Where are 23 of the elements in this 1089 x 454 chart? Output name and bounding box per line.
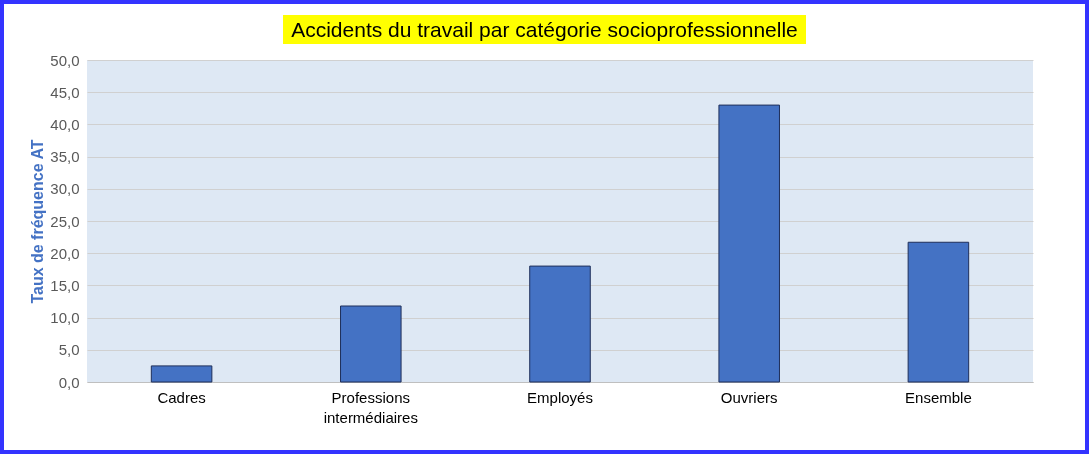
- y-tick-label: 35,0: [50, 148, 80, 166]
- chart-title: Accidents du travail par catégorie socioprofessionnelle: [283, 15, 806, 44]
- y-tick-label: 30,0: [50, 180, 80, 198]
- x-tick-label: Ouvriers: [720, 388, 778, 406]
- y-tick-label: 50,0: [50, 51, 80, 69]
- bar: [340, 305, 402, 383]
- bar: [150, 365, 213, 383]
- y-tick-label: 15,0: [50, 276, 80, 294]
- x-tick-label: Ensemble: [905, 388, 972, 406]
- bar: [907, 241, 970, 383]
- y-tick-label: 45,0: [50, 83, 80, 101]
- x-tick-label: Employés: [527, 388, 593, 406]
- bar: [529, 265, 591, 383]
- y-tick-label: 0,0: [58, 373, 80, 391]
- y-tick-label: 5,0: [58, 341, 80, 359]
- x-tick-label: Cadres: [157, 388, 206, 406]
- bar: [718, 104, 780, 383]
- x-tick-label: Professions intermédiaires: [323, 388, 418, 426]
- y-tick-label: 10,0: [50, 309, 80, 327]
- y-tick-label: 20,0: [50, 244, 80, 262]
- y-axis-title: Taux de fréquence AT: [29, 139, 47, 304]
- y-tick-label: 25,0: [50, 212, 80, 230]
- y-tick-label: 40,0: [50, 115, 80, 133]
